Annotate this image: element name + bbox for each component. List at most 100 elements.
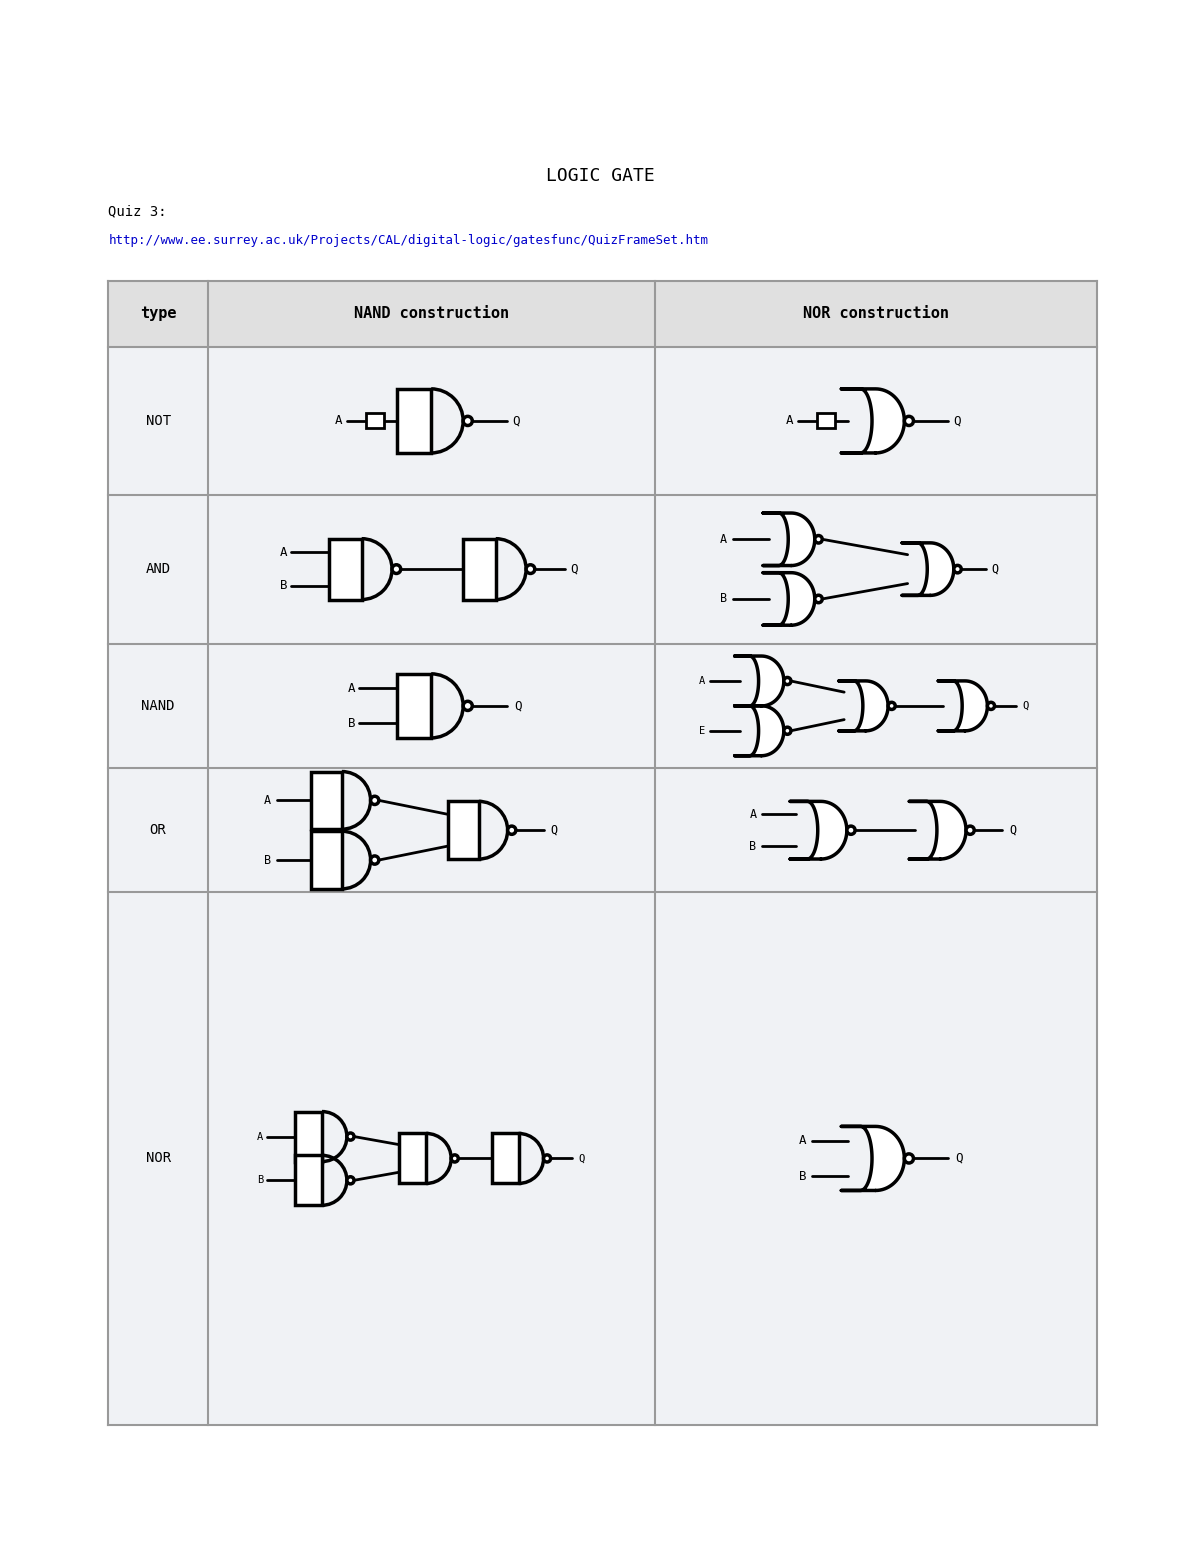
- Text: B: B: [280, 579, 288, 592]
- Text: NOR construction: NOR construction: [803, 306, 948, 321]
- Circle shape: [815, 536, 822, 544]
- Bar: [817, 413, 835, 429]
- Text: B: B: [264, 854, 271, 867]
- Circle shape: [371, 797, 379, 804]
- Text: A: A: [698, 676, 706, 686]
- Text: type: type: [140, 306, 176, 321]
- Circle shape: [847, 826, 856, 834]
- Bar: [108, 769, 208, 893]
- Circle shape: [966, 826, 974, 834]
- Circle shape: [392, 565, 401, 573]
- Polygon shape: [902, 544, 954, 595]
- Text: NAND construction: NAND construction: [354, 306, 509, 321]
- Text: Q: Q: [570, 562, 578, 576]
- Text: A: A: [720, 533, 727, 545]
- Bar: [492, 1134, 518, 1183]
- Text: AND: AND: [145, 562, 170, 576]
- Polygon shape: [839, 680, 888, 731]
- Polygon shape: [734, 655, 784, 707]
- Circle shape: [347, 1177, 354, 1183]
- Circle shape: [988, 702, 995, 710]
- Text: Q: Q: [1022, 700, 1028, 711]
- Text: B: B: [749, 840, 756, 853]
- Bar: [108, 281, 1097, 348]
- Bar: [208, 769, 655, 893]
- Polygon shape: [841, 388, 905, 453]
- Bar: [366, 413, 384, 429]
- Polygon shape: [790, 801, 847, 859]
- Text: A: A: [749, 808, 756, 822]
- Circle shape: [784, 727, 791, 735]
- Bar: [311, 772, 342, 829]
- Bar: [397, 388, 431, 453]
- Text: Q: Q: [514, 699, 522, 713]
- Bar: [208, 494, 655, 643]
- Bar: [295, 1155, 322, 1205]
- Circle shape: [905, 416, 913, 426]
- Text: A: A: [335, 415, 342, 427]
- Text: A: A: [799, 1134, 806, 1148]
- Text: A: A: [257, 1132, 264, 1141]
- Text: B: B: [720, 592, 727, 606]
- Bar: [295, 1112, 322, 1162]
- Bar: [108, 643, 208, 769]
- Text: Q: Q: [1009, 823, 1016, 837]
- Circle shape: [544, 1155, 551, 1162]
- Text: B: B: [348, 717, 355, 730]
- Text: Quiz 3:: Quiz 3:: [108, 203, 167, 217]
- Text: A: A: [280, 547, 288, 559]
- Text: http://www.ee.surrey.ac.uk/Projects/CAL/digital-logic/gatesfunc/QuizFrameSet.htm: http://www.ee.surrey.ac.uk/Projects/CAL/…: [108, 235, 708, 247]
- Text: Q: Q: [991, 562, 998, 576]
- Bar: [311, 831, 342, 888]
- Circle shape: [815, 595, 822, 603]
- Bar: [108, 348, 208, 494]
- Circle shape: [508, 826, 516, 834]
- Text: Q: Q: [953, 415, 961, 427]
- Polygon shape: [938, 680, 988, 731]
- Bar: [463, 539, 496, 599]
- Polygon shape: [841, 1126, 905, 1191]
- Bar: [448, 801, 479, 859]
- Bar: [655, 494, 1097, 643]
- Bar: [208, 893, 655, 1424]
- Bar: [655, 893, 1097, 1424]
- Circle shape: [526, 565, 535, 573]
- Text: Q: Q: [512, 415, 520, 427]
- Circle shape: [888, 702, 895, 710]
- Text: NAND: NAND: [142, 699, 175, 713]
- Text: OR: OR: [150, 823, 167, 837]
- Text: E: E: [698, 725, 706, 736]
- Bar: [400, 1134, 426, 1183]
- Polygon shape: [910, 801, 966, 859]
- Text: A: A: [348, 682, 355, 694]
- Text: Q: Q: [955, 1152, 962, 1165]
- Circle shape: [954, 565, 961, 573]
- Circle shape: [451, 1155, 458, 1162]
- Bar: [208, 348, 655, 494]
- Bar: [655, 348, 1097, 494]
- Text: B: B: [799, 1169, 806, 1182]
- Circle shape: [463, 702, 473, 710]
- Bar: [108, 893, 208, 1424]
- Circle shape: [905, 1154, 913, 1163]
- Text: LOGIC GATE: LOGIC GATE: [546, 168, 654, 185]
- Bar: [655, 643, 1097, 769]
- Bar: [329, 539, 361, 599]
- Polygon shape: [734, 705, 784, 756]
- Text: Q: Q: [551, 823, 558, 837]
- Text: NOT: NOT: [145, 415, 170, 429]
- Circle shape: [347, 1134, 354, 1140]
- Text: A: A: [786, 415, 793, 427]
- Circle shape: [463, 416, 473, 426]
- Text: A: A: [264, 794, 271, 808]
- Text: NOR: NOR: [145, 1151, 170, 1165]
- Circle shape: [784, 677, 791, 685]
- Bar: [208, 643, 655, 769]
- Polygon shape: [763, 573, 815, 626]
- Text: B: B: [257, 1176, 264, 1185]
- Bar: [397, 674, 431, 738]
- Bar: [108, 494, 208, 643]
- Polygon shape: [763, 512, 815, 565]
- Text: Q: Q: [578, 1154, 584, 1163]
- Bar: [655, 769, 1097, 893]
